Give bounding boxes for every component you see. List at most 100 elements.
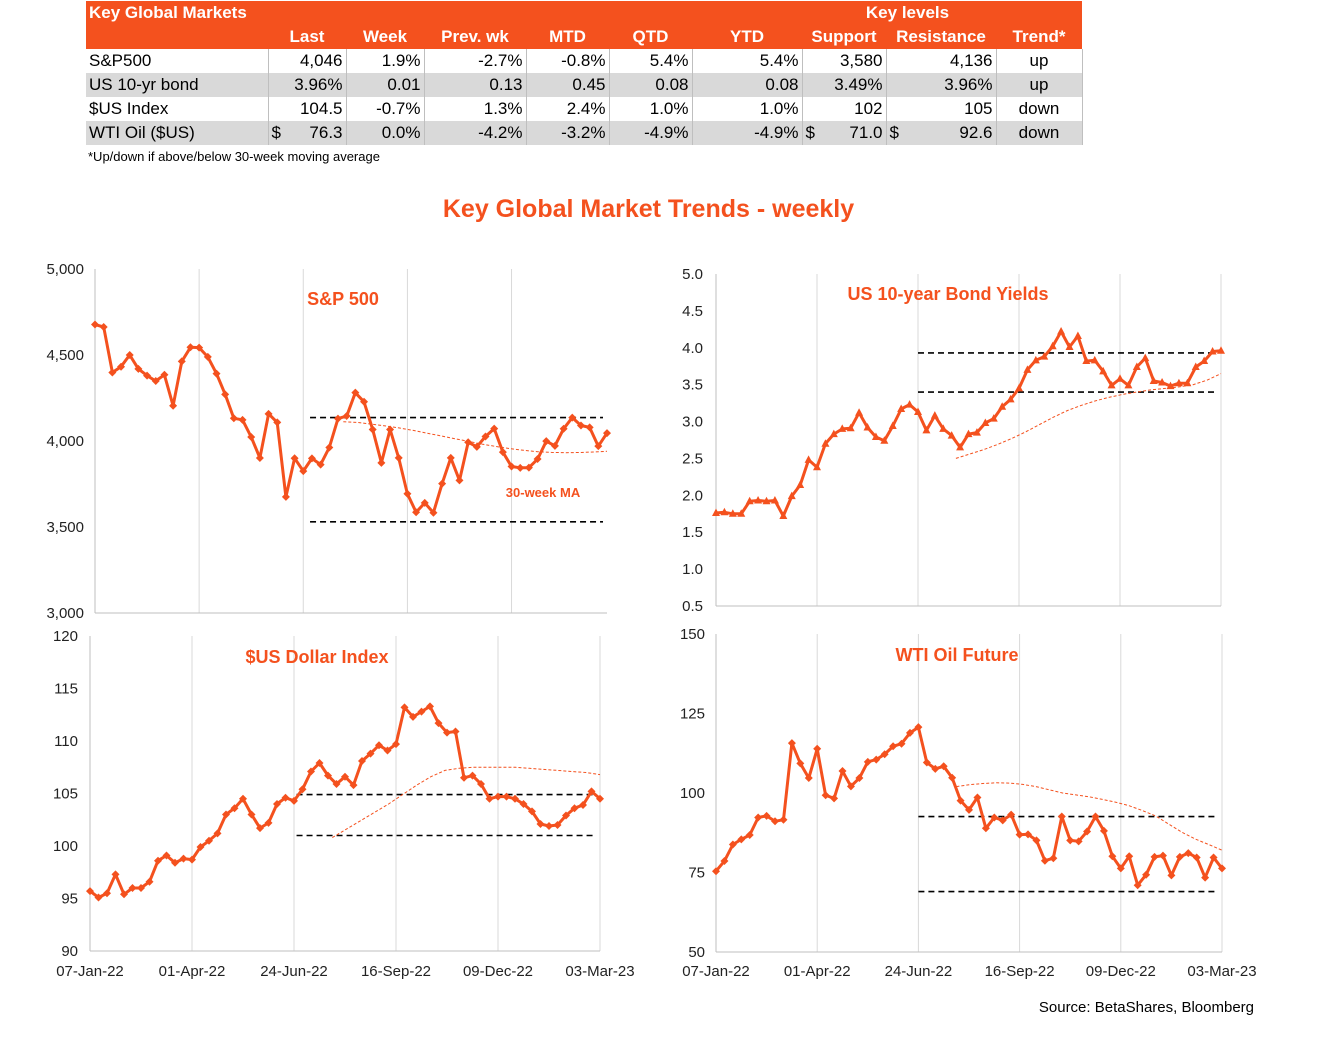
us10y-y-tick-label: 3.0 bbox=[682, 414, 703, 431]
col-header-ytd: YTD bbox=[692, 25, 802, 49]
wti-y-tick-label: 100 bbox=[680, 785, 705, 802]
usd-point bbox=[239, 794, 247, 803]
us10y-point bbox=[762, 496, 771, 505]
us10y-point bbox=[1023, 365, 1032, 373]
us10y-point bbox=[972, 428, 981, 436]
wti-x-tick-label: 09-Dec-22 bbox=[1086, 963, 1156, 980]
sp500-point bbox=[403, 489, 412, 498]
wti-point bbox=[872, 755, 881, 764]
us10y-point bbox=[846, 423, 855, 432]
us10y-point bbox=[838, 424, 847, 432]
wti-point bbox=[804, 774, 813, 783]
wti-y-tick-label: 75 bbox=[688, 865, 705, 882]
wti-point bbox=[712, 867, 720, 876]
sp500-point bbox=[108, 368, 117, 377]
us10y-point bbox=[1208, 346, 1217, 355]
us10y-y-tick-label: 3.5 bbox=[682, 377, 703, 394]
sp500-y-tick-label: 4,000 bbox=[46, 433, 84, 450]
us10y-point bbox=[1057, 327, 1066, 335]
usd-x-tick-label: 24-Jun-22 bbox=[260, 963, 328, 980]
usd-point bbox=[86, 887, 94, 896]
wti-point bbox=[796, 759, 805, 768]
sp500-point bbox=[568, 413, 577, 422]
sp500-point bbox=[169, 401, 178, 410]
usd-point bbox=[188, 855, 196, 864]
wti-point bbox=[779, 815, 788, 824]
wti-point bbox=[830, 794, 839, 803]
table-row: US 10-yr bond 3.96% 0.01 0.13 0.45 0.08 … bbox=[86, 73, 1083, 97]
sp500-point bbox=[125, 351, 134, 359]
us10y-point bbox=[897, 404, 906, 413]
wti-point bbox=[1184, 849, 1193, 858]
us10y-point bbox=[1183, 378, 1192, 387]
us10y-y-tick-label: 1.0 bbox=[682, 561, 703, 578]
usd-point bbox=[434, 719, 443, 728]
wti-point bbox=[905, 728, 914, 737]
us10y-point bbox=[863, 422, 872, 431]
table-header-row-2: Last Week Prev. wk MTD QTD YTD Support R… bbox=[86, 25, 1082, 49]
usd-point bbox=[375, 741, 383, 750]
us10y-y-tick-label: 1.5 bbox=[682, 524, 703, 541]
us10y-point bbox=[989, 414, 998, 422]
usd-point bbox=[579, 801, 587, 810]
usd-point bbox=[366, 749, 375, 758]
wti-point bbox=[821, 791, 830, 800]
us10y-point bbox=[754, 495, 763, 504]
wti-x-tick-label: 24-Jun-22 bbox=[885, 963, 953, 980]
us10y-point bbox=[737, 509, 746, 517]
usd-y-tick-label: 120 bbox=[53, 628, 78, 645]
sp500-point bbox=[281, 492, 290, 501]
sp500-point bbox=[212, 369, 221, 378]
sp500-point bbox=[576, 421, 585, 430]
usd-x-tick-label: 07-Jan-22 bbox=[56, 963, 124, 980]
table-row: WTI Oil ($US) $76.3 0.0% -4.2% -3.2% -4.… bbox=[86, 121, 1083, 145]
us10y-point bbox=[1107, 380, 1116, 389]
sp500-y-tick-label: 3,000 bbox=[46, 605, 84, 622]
wti-point bbox=[1083, 827, 1092, 836]
wti-x-tick-label: 01-Apr-22 bbox=[784, 963, 851, 980]
key-levels-header: Key levels bbox=[802, 1, 996, 25]
usd-y-tick-label: 100 bbox=[53, 838, 78, 855]
us10y-point bbox=[947, 431, 956, 439]
table-title: Key Global Markets bbox=[86, 1, 268, 25]
us10y-point bbox=[905, 400, 914, 408]
us10y-point bbox=[1099, 366, 1108, 375]
wti-point bbox=[1099, 826, 1108, 835]
usd-point bbox=[443, 728, 451, 737]
wti-point bbox=[897, 739, 906, 748]
wti-chart-title: WTI Oil Future bbox=[896, 645, 1019, 665]
wti-point bbox=[1158, 851, 1167, 860]
usd-x-tick-label: 03-Mar-23 bbox=[565, 963, 634, 980]
usd-point bbox=[324, 771, 332, 780]
us10y-point bbox=[787, 491, 796, 500]
wti-x-tick-label: 03-Mar-23 bbox=[1187, 963, 1256, 980]
col-header-mtd: MTD bbox=[526, 25, 609, 49]
wti-y-tick-label: 125 bbox=[680, 706, 705, 723]
wti-point bbox=[1015, 830, 1024, 839]
wti-point bbox=[1049, 854, 1058, 863]
sp500-point bbox=[255, 454, 264, 463]
sp500-point bbox=[455, 476, 464, 485]
usd-moving-average bbox=[332, 766, 601, 839]
usd-point bbox=[222, 810, 230, 819]
sp500-point bbox=[481, 432, 490, 441]
sp500-y-tick-label: 5,000 bbox=[46, 261, 84, 278]
usd-point bbox=[349, 781, 358, 790]
sp500-point bbox=[316, 460, 325, 469]
sp500-point bbox=[603, 429, 611, 438]
wti-point bbox=[956, 796, 965, 805]
sp500-point bbox=[533, 455, 542, 464]
wti-point bbox=[939, 762, 948, 771]
sp500-point bbox=[221, 390, 230, 399]
col-header-trend: Trend* bbox=[996, 25, 1082, 49]
main-title: Key Global Market Trends - weekly bbox=[442, 195, 855, 223]
wti-point bbox=[771, 817, 780, 826]
usd-point bbox=[332, 780, 341, 789]
col-header-prev: Prev. wk bbox=[424, 25, 526, 49]
wti-point bbox=[1167, 871, 1176, 880]
wti-point bbox=[931, 764, 940, 773]
usd-point bbox=[383, 746, 392, 755]
usd-y-tick-label: 95 bbox=[61, 891, 78, 908]
us10y-point bbox=[728, 509, 737, 517]
usd-point bbox=[171, 858, 179, 867]
